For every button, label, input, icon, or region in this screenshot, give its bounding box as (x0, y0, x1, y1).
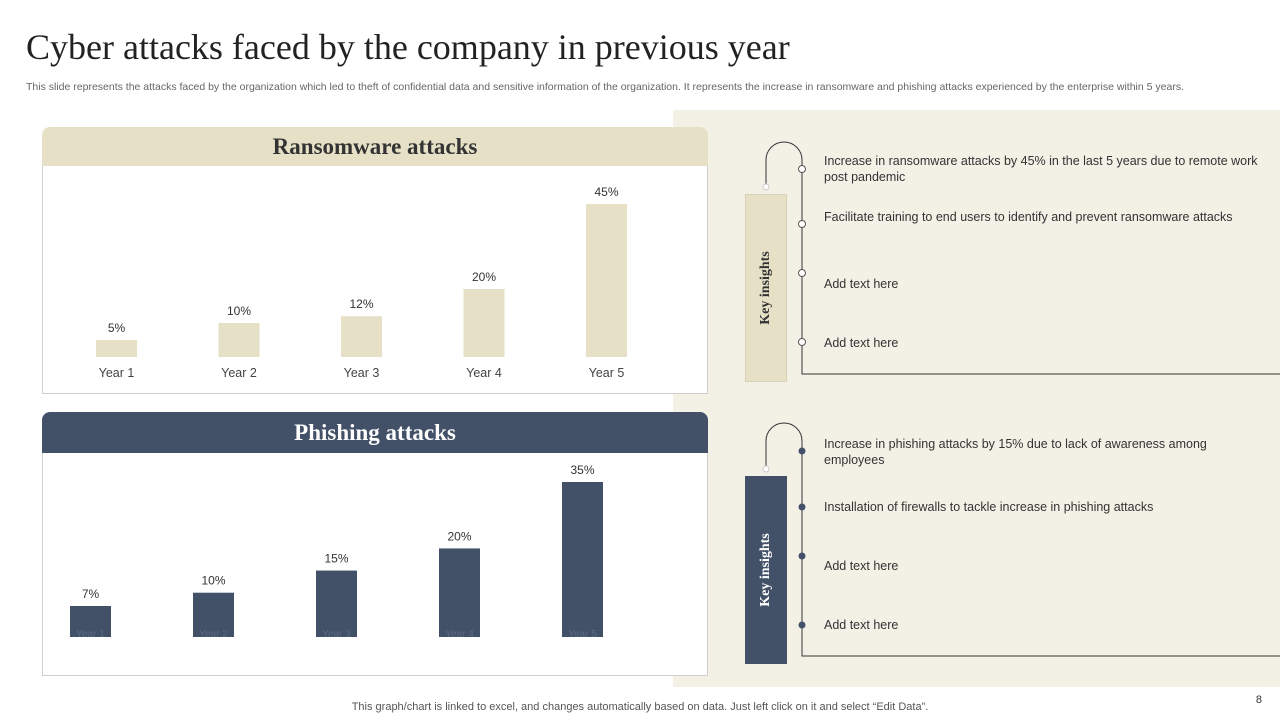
ransomware-data-label-4: 20% (472, 270, 496, 284)
ransomware-bar-5 (586, 204, 627, 357)
ransomware-category-label-4: Year 4 (466, 366, 502, 380)
phishing-data-label-2: 10% (201, 574, 225, 588)
phishing-bar-5 (562, 482, 603, 637)
ransomware-data-label-1: 5% (108, 321, 126, 335)
ransomware-category-label-2: Year 2 (221, 366, 257, 380)
phishing-data-label-4: 20% (447, 529, 471, 543)
phishing-insight-3: Add text here (824, 559, 899, 573)
phishing-category-label-1: Year 1 (76, 629, 105, 640)
slide-title: Cyber attacks faced by the company in pr… (26, 27, 790, 67)
phishing-data-label-5: 35% (570, 463, 594, 477)
ransomware-category-label-3: Year 3 (344, 366, 380, 380)
phishing-key-insights-label: Key insights (745, 476, 787, 664)
phishing-bar-2 (193, 592, 234, 637)
page-number: 8 (1255, 694, 1262, 706)
phishing-category-label-4: Year 4 (445, 629, 474, 640)
footer-note: This graph/chart is linked to excel, and… (351, 701, 929, 713)
phishing-category-label-3: Year 3 (322, 629, 351, 640)
ransomware-insight-2: Facilitate training to end users to iden… (824, 210, 1233, 224)
phishing-data-label-1: 7% (82, 587, 100, 601)
ransomware-insight-4: Add text here (824, 336, 899, 350)
phishing-insight-2: Installation of firewalls to tackle incr… (824, 500, 1154, 514)
phishing-category-label-2: Year 2 (199, 629, 228, 640)
ransomware-bar-4 (463, 289, 505, 357)
phishing-data-label-3: 15% (324, 552, 348, 566)
ransomware-bar-2 (218, 323, 260, 357)
ransomware-insight-1: Increase in ransomware attacks by 45% in… (824, 154, 1258, 184)
phishing-category-label-5: Year 5 (568, 629, 597, 640)
phishing-bar-3 (316, 570, 357, 637)
phishing-bar-1 (70, 606, 111, 637)
phishing-insight-1: Increase in phishing attacks by 15% due … (824, 437, 1207, 467)
phishing-chart-title: Phishing attacks (42, 412, 708, 453)
ransomware-category-label-5: Year 5 (589, 366, 625, 380)
ransomware-bar-3 (341, 316, 382, 357)
slide-subtitle: This slide represents the attacks faced … (26, 81, 1184, 93)
ransomware-data-label-3: 12% (349, 297, 373, 311)
phishing-bar-4 (439, 548, 480, 637)
ransomware-data-label-2: 10% (227, 304, 251, 318)
ransomware-key-insights-label: Key insights (745, 194, 787, 382)
ransomware-data-label-5: 45% (594, 185, 618, 199)
ransomware-chart-title: Ransomware attacks (42, 127, 708, 166)
ransomware-bar-1 (96, 340, 137, 357)
ransomware-insight-3: Add text here (824, 277, 899, 291)
ransomware-category-label-1: Year 1 (99, 366, 135, 380)
phishing-insight-4: Add text here (824, 618, 899, 632)
